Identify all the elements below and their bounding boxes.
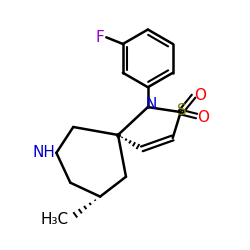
Text: NH: NH	[32, 145, 55, 160]
Text: O: O	[194, 88, 206, 103]
Text: S: S	[177, 102, 186, 118]
Text: N: N	[145, 96, 156, 112]
Text: F: F	[96, 30, 105, 45]
Text: O: O	[198, 110, 209, 124]
Text: H₃C: H₃C	[40, 212, 68, 227]
